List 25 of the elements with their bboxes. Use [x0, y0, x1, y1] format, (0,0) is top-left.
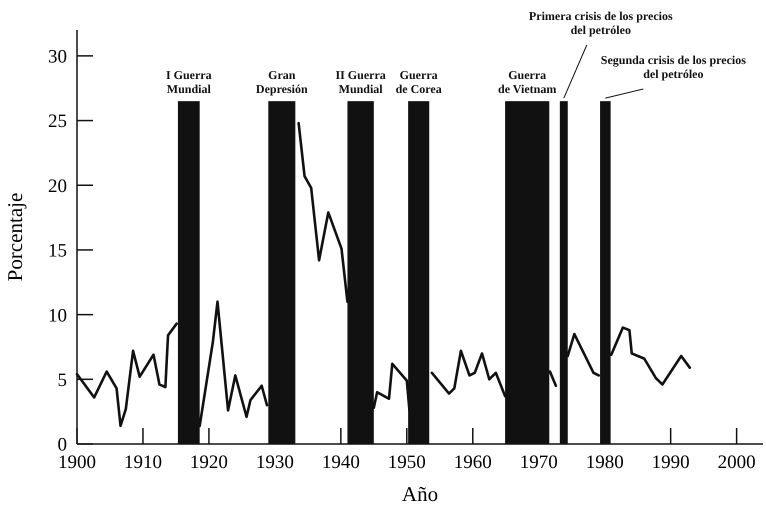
x-tick-label: 1990: [652, 452, 690, 473]
band-label: Guerra de Corea: [396, 68, 442, 96]
y-tick-label: 25: [48, 111, 67, 132]
x-tick-label: 1960: [454, 452, 492, 473]
band-label: Guerra de Vietnam: [498, 68, 556, 96]
band-label: Primera crisis de los precios del petróleo: [528, 9, 673, 37]
band-label: Gran Depresión: [256, 68, 308, 96]
x-axis-title: Año: [402, 482, 438, 506]
x-tick-label: 1950: [388, 452, 426, 473]
x-tick-label: 1940: [322, 452, 360, 473]
y-tick-label: 5: [58, 370, 67, 391]
band-label: Segunda crisis de los precios del petróleo: [600, 53, 746, 81]
band-label: I Guerra Mundial: [166, 68, 212, 96]
x-tick-label: 1970: [520, 452, 558, 473]
x-tick-label: 1980: [586, 452, 624, 473]
x-tick-label: 1930: [256, 452, 294, 473]
y-tick-label: 20: [48, 176, 67, 197]
band-label: II Guerra Mundial: [335, 68, 386, 96]
y-tick-label: 15: [48, 240, 67, 262]
x-tick-label: 1920: [190, 452, 228, 473]
x-tick-label: 1910: [124, 452, 162, 473]
x-tick-label: 2000: [718, 452, 756, 473]
y-tick-label: 10: [48, 305, 67, 326]
y-axis-title: Porcentaje: [3, 192, 27, 282]
y-tick-label: 30: [48, 46, 67, 68]
